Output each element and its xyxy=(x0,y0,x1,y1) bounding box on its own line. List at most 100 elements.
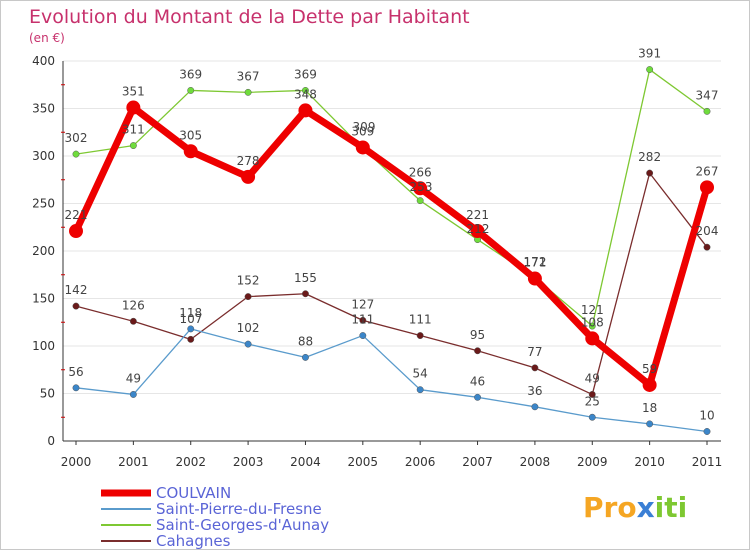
data-point xyxy=(413,181,428,196)
x-tick-label: 2000 xyxy=(61,455,92,469)
data-point xyxy=(527,271,542,286)
series-line xyxy=(75,328,708,433)
data-label: 391 xyxy=(638,47,661,61)
data-point xyxy=(588,322,596,330)
series-group xyxy=(69,66,714,435)
data-point xyxy=(359,316,367,324)
x-tick-label: 2003 xyxy=(233,455,264,469)
logo-iti: iti xyxy=(655,491,688,524)
data-label: 305 xyxy=(179,128,202,142)
data-point xyxy=(703,243,711,251)
data-point xyxy=(302,290,309,298)
data-point xyxy=(703,107,711,115)
data-label: 302 xyxy=(65,131,88,145)
data-point xyxy=(72,384,80,392)
data-point xyxy=(241,169,256,184)
data-point xyxy=(703,428,711,435)
legend-label: Saint-Pierre-du-Fresne xyxy=(156,500,322,518)
data-label: 142 xyxy=(65,283,88,297)
data-label: 221 xyxy=(466,208,489,222)
x-tick-label: 2001 xyxy=(118,455,149,469)
data-label: 127 xyxy=(351,297,374,311)
data-label: 10 xyxy=(699,409,714,423)
x-tick-label: 2006 xyxy=(405,455,436,469)
y-tick-label: 400 xyxy=(32,54,55,68)
x-tick-label: 2011 xyxy=(692,455,723,469)
data-point xyxy=(700,180,714,195)
data-label: 18 xyxy=(642,401,657,415)
data-point xyxy=(69,224,83,239)
y-tick-label: 100 xyxy=(32,339,55,353)
data-point xyxy=(187,87,195,94)
y-tick-label: 150 xyxy=(32,292,55,306)
data-label: 126 xyxy=(122,298,145,312)
data-point xyxy=(646,66,654,74)
axes: 0 50 100 150 200 250 300 350 400 2000 2001 2002 2003… xyxy=(32,54,722,469)
data-label: 267 xyxy=(696,164,719,178)
data-label: 77 xyxy=(527,345,542,359)
data-point xyxy=(646,420,654,428)
data-point xyxy=(72,302,80,310)
data-point xyxy=(129,391,137,398)
data-label: 369 xyxy=(179,67,202,81)
data-label: 282 xyxy=(638,150,661,164)
data-label: 56 xyxy=(68,365,83,379)
x-tick-label: 2002 xyxy=(175,455,206,469)
series-line xyxy=(75,172,708,396)
data-label: 351 xyxy=(122,85,145,99)
svg-text:Proxiti: Proxiti xyxy=(583,491,687,524)
x-tick-label: 2008 xyxy=(520,455,551,469)
data-labels: 302 311 369 367 369 121 391 347 142 126 152 155 127 1… xyxy=(65,47,719,423)
data-label: 49 xyxy=(126,371,141,385)
data-point xyxy=(187,335,195,343)
data-point xyxy=(72,150,80,158)
y-tick-label: 250 xyxy=(32,197,55,211)
data-point xyxy=(183,144,198,159)
data-point xyxy=(129,142,137,150)
data-point xyxy=(474,347,481,355)
data-label: 311 xyxy=(122,123,145,137)
data-point xyxy=(355,140,370,155)
y-tick-label: 300 xyxy=(32,149,55,163)
data-point xyxy=(129,317,137,325)
data-point xyxy=(302,353,309,361)
data-label: 171 xyxy=(523,256,546,270)
data-label: 348 xyxy=(294,87,317,101)
data-point xyxy=(642,377,657,392)
data-label: 221 xyxy=(65,208,88,222)
logo-x: x xyxy=(637,491,655,524)
data-label: 367 xyxy=(237,69,260,83)
x-tick-label: 2005 xyxy=(348,455,379,469)
data-label: 111 xyxy=(351,313,374,327)
data-point xyxy=(470,224,485,239)
data-point xyxy=(302,87,309,94)
data-point xyxy=(585,331,600,346)
data-label: 95 xyxy=(470,328,485,342)
data-point xyxy=(531,364,539,372)
y-tick-label: 50 xyxy=(40,387,55,401)
data-point xyxy=(646,169,654,177)
x-tick-label: 2009 xyxy=(577,455,608,469)
data-label: 152 xyxy=(237,274,260,288)
data-label: 46 xyxy=(470,374,485,388)
data-label: 118 xyxy=(179,306,202,320)
data-label: 369 xyxy=(294,67,317,81)
data-label: 108 xyxy=(581,315,604,329)
y-tick-label: 0 xyxy=(47,434,55,448)
data-point xyxy=(244,340,252,348)
y-tick-label: 200 xyxy=(32,244,55,258)
data-point xyxy=(244,293,252,301)
data-label: 121 xyxy=(581,303,604,317)
data-point xyxy=(187,325,195,333)
y-gridlines xyxy=(63,60,721,442)
data-label: 172 xyxy=(524,255,547,269)
data-point xyxy=(359,332,367,339)
series-line xyxy=(75,68,708,327)
data-point xyxy=(244,88,252,96)
legend-label: COULVAIN xyxy=(156,484,231,502)
data-label: 36 xyxy=(527,384,542,398)
proxiti-logo: Proxiti xyxy=(583,491,687,524)
legend-label: Cahagnes xyxy=(156,532,231,550)
data-point xyxy=(416,197,424,205)
y-tick-label: 350 xyxy=(32,102,55,116)
